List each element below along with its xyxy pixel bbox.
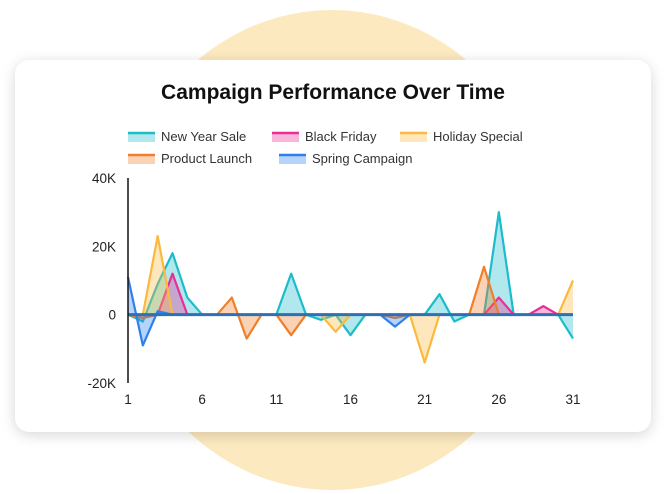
- chart-title: Campaign Performance Over Time: [161, 81, 505, 104]
- y-tick-label: -20K: [87, 376, 116, 391]
- y-tick-label: 40K: [92, 171, 116, 186]
- legend-swatch-fill: [279, 155, 306, 164]
- x-tick-label: 21: [417, 392, 432, 407]
- x-tick-label: 26: [491, 392, 506, 407]
- legend-label: Product Launch: [161, 151, 252, 166]
- legend: New Year Sale Black Friday Holiday Special…: [128, 129, 523, 166]
- series-area-product-launch: [128, 266, 573, 339]
- legend-swatch-fill: [400, 133, 427, 142]
- legend-item-new-year-sale[interactable]: New Year Sale: [128, 129, 246, 144]
- x-tick-label: 6: [198, 392, 206, 407]
- legend-label: Spring Campaign: [312, 151, 412, 166]
- legend-label: Holiday Special: [433, 129, 523, 144]
- legend-swatch-fill: [128, 133, 155, 142]
- legend-label: New Year Sale: [161, 129, 246, 144]
- legend-item-black-friday[interactable]: Black Friday: [272, 129, 377, 144]
- legend-label: Black Friday: [305, 129, 377, 144]
- legend-swatch-fill: [272, 133, 299, 142]
- legend-item-product-launch[interactable]: Product Launch: [128, 151, 252, 166]
- chart-card: Campaign Performance Over Time New Year …: [15, 60, 651, 432]
- x-tick-label: 16: [343, 392, 358, 407]
- y-tick-label: 0: [108, 308, 116, 323]
- y-tick-label: 20K: [92, 239, 116, 254]
- x-tick-label: 11: [269, 392, 283, 407]
- x-tick-label: 31: [565, 392, 580, 407]
- series-area-new-year-sale: [128, 212, 573, 339]
- plot-area: [126, 211, 575, 364]
- x-tick-label: 1: [124, 392, 132, 407]
- chart-svg: Campaign Performance Over Time New Year …: [87, 81, 580, 407]
- legend-swatch-fill: [128, 155, 155, 164]
- legend-item-spring-campaign[interactable]: Spring Campaign: [279, 151, 412, 166]
- legend-item-holiday-special[interactable]: Holiday Special: [400, 129, 523, 144]
